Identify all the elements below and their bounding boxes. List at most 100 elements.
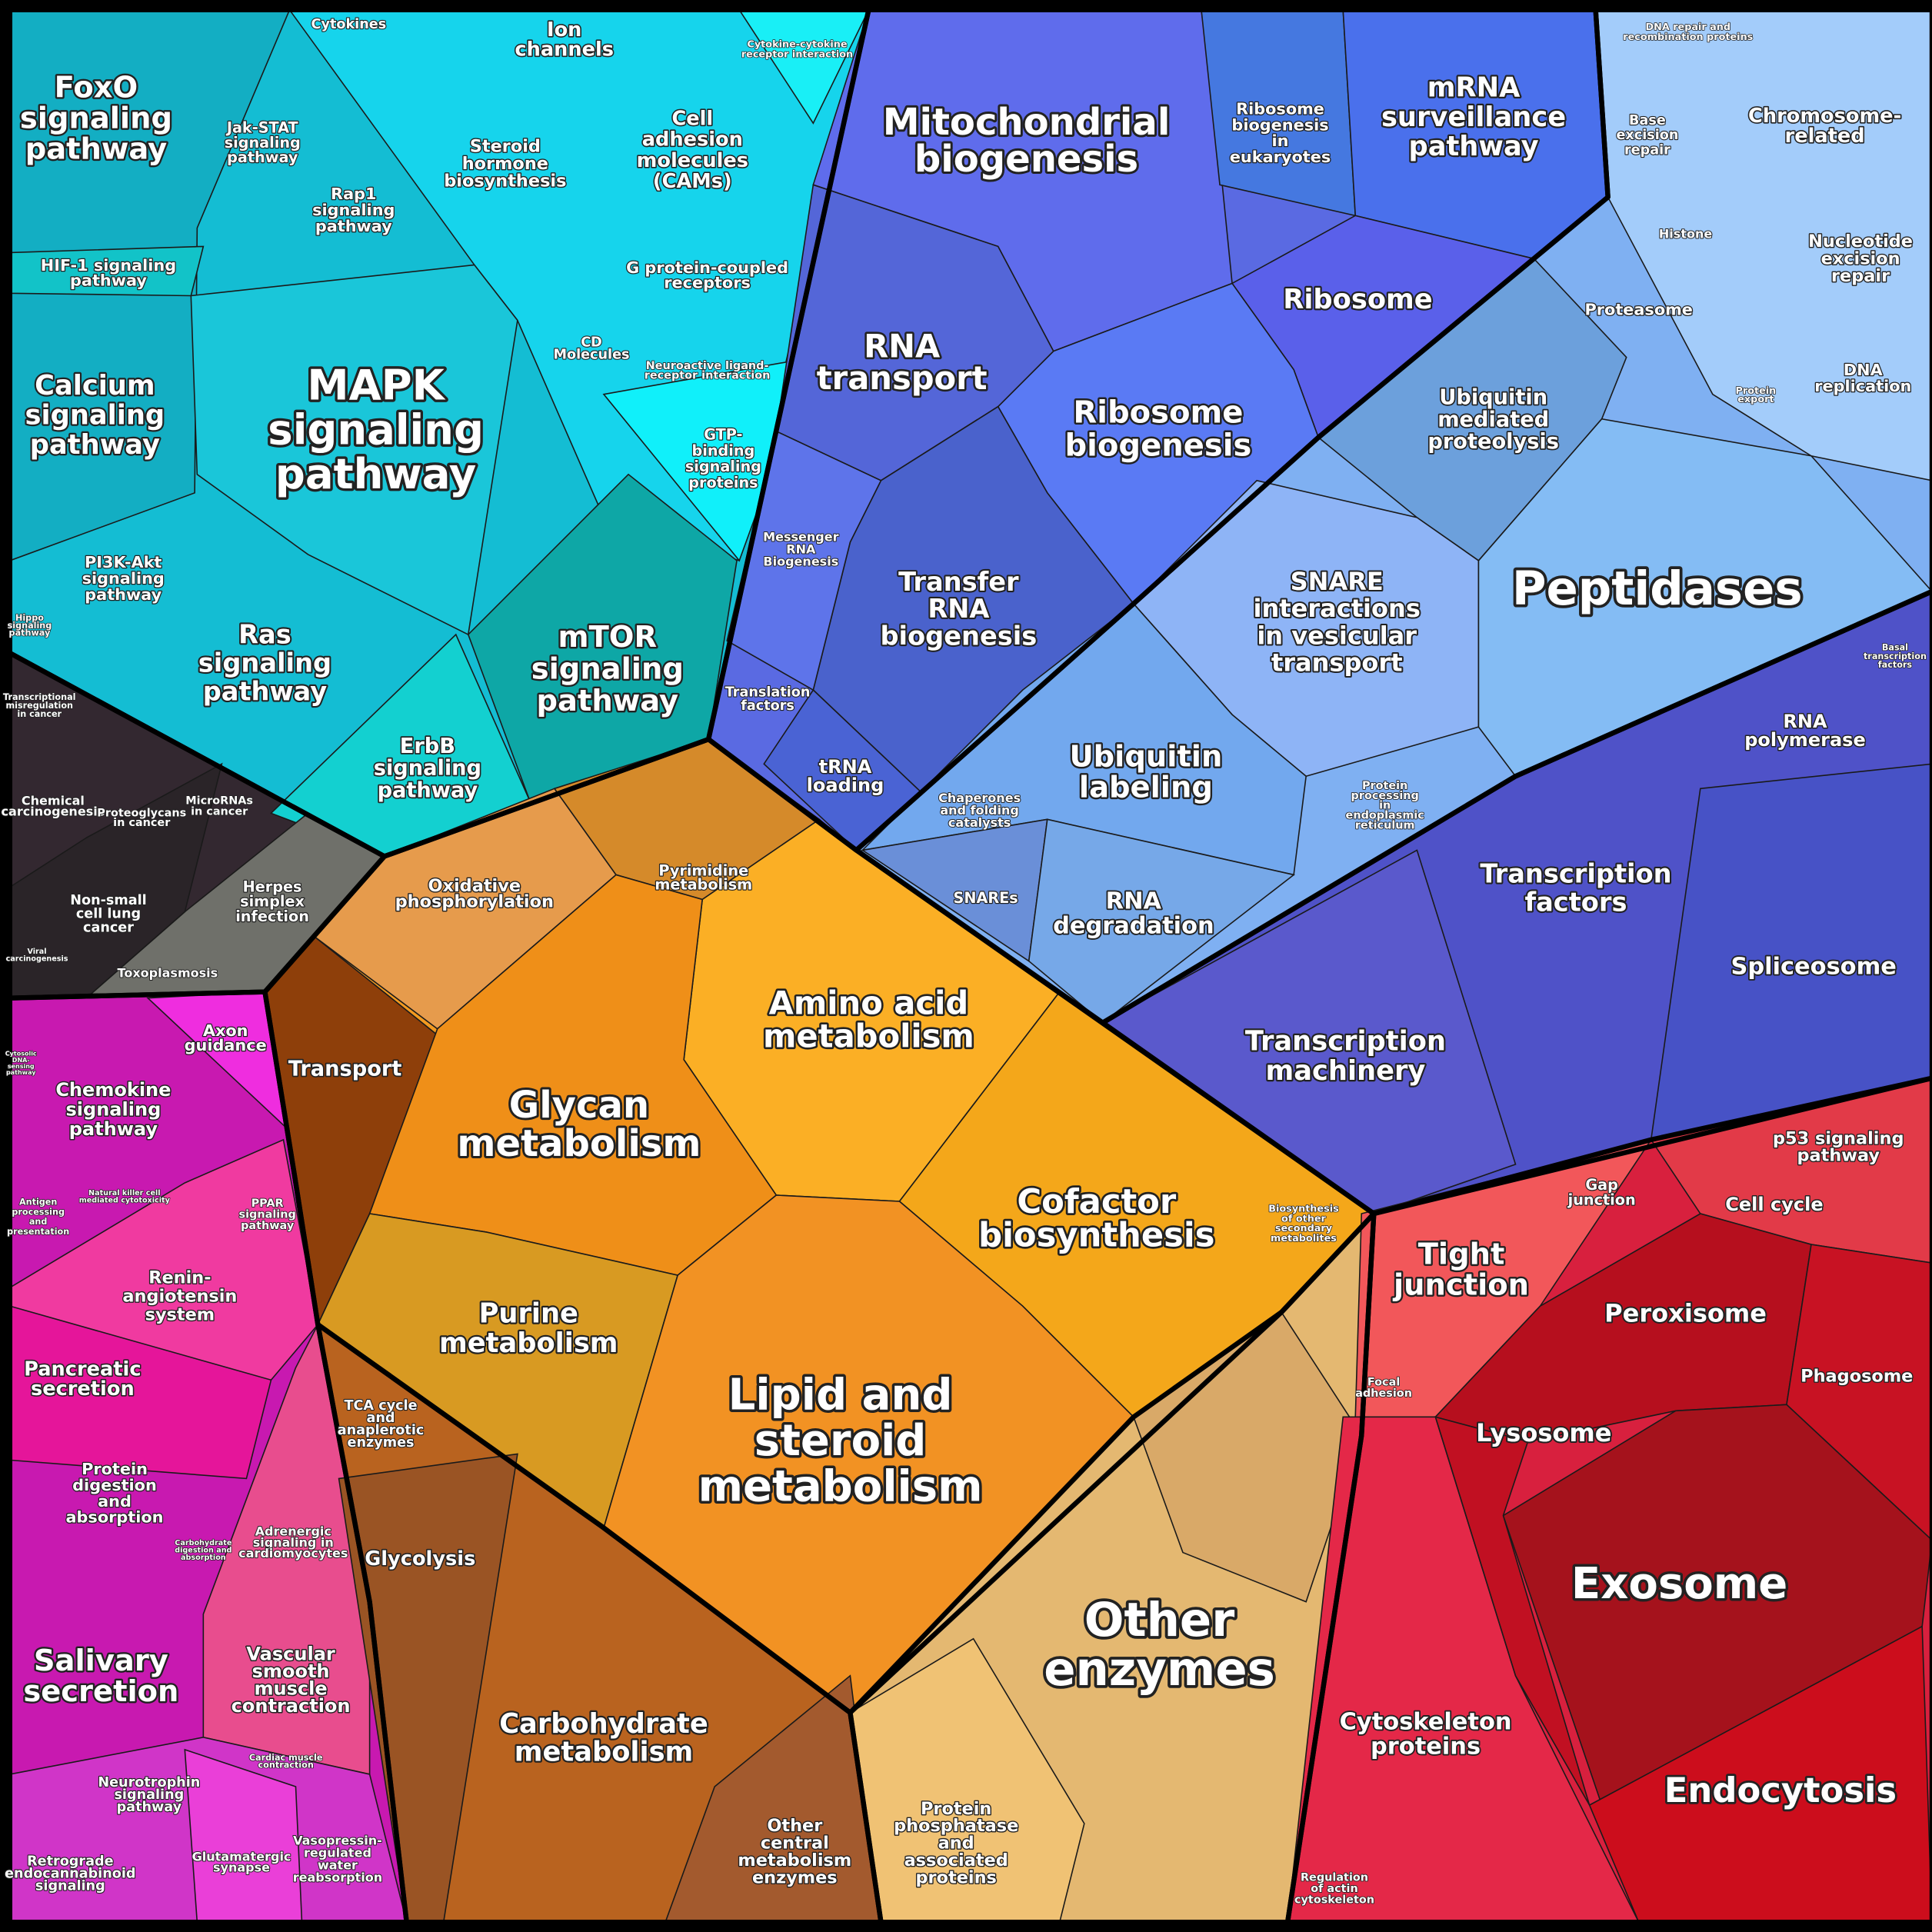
label-line: hormone <box>462 154 548 174</box>
cell-label: Amino acid metabolism <box>763 984 974 1054</box>
label-line: Pyrimidine <box>658 861 748 879</box>
cell-label: Protein phosphatase and associated proteins <box>894 1798 1018 1887</box>
label-line: metabolism <box>457 1122 701 1165</box>
cell-label: Messenger RNA Biogenesis <box>763 529 838 568</box>
cell-label: Non-small cell lung cancer <box>70 893 146 935</box>
label-line: muscle <box>254 1677 327 1699</box>
cell-label: Ribosome biogenesis in eukaryotes <box>1230 100 1331 166</box>
label-line: Oxidative <box>428 875 521 895</box>
label-line: cardiomyocytes <box>238 1546 348 1561</box>
label-line: Messenger <box>763 529 838 544</box>
label-line: RNA <box>928 594 989 624</box>
label-line: Salivary <box>34 1644 168 1678</box>
label-line: mediated cytotoxicity <box>79 1196 171 1204</box>
label-line: factors <box>1524 887 1627 917</box>
label-line: Transcription <box>1480 858 1671 888</box>
cell-label: Proteasome <box>1585 301 1693 319</box>
label-line: biosynthesis <box>444 171 566 191</box>
label-line: contraction <box>232 1695 351 1717</box>
label-line: channels <box>515 38 614 62</box>
label-line: FoxO <box>55 70 138 105</box>
cell-label: Cytoskeleton proteins <box>1340 1708 1512 1760</box>
cell-label: Salivary secretion <box>23 1644 178 1709</box>
label-line: recombination proteins <box>1623 32 1753 43</box>
label-line: junction <box>1567 1191 1636 1208</box>
label-line: absorption <box>181 1554 226 1562</box>
label-line: pathway <box>378 778 478 802</box>
cell-label: Glutamatergic synapse <box>192 1849 291 1874</box>
cell-label: Calcium signaling pathway <box>25 370 165 461</box>
label-line: pathway <box>117 1800 182 1815</box>
label-line: and <box>29 1217 48 1227</box>
cell-label: RNA polymerase <box>1744 711 1866 751</box>
label-line: surveillance <box>1381 102 1566 133</box>
cell-label: Herpes simplex infection <box>235 878 309 924</box>
label-line: Tight <box>1418 1237 1505 1271</box>
label-line: Vascular <box>246 1644 335 1665</box>
label-line: Ras <box>238 619 291 649</box>
label-line: signaling <box>268 405 484 454</box>
label-line: sensing <box>8 1062 35 1069</box>
cell-label: Basal transcription factors <box>1864 643 1927 670</box>
label-line: Carbohydrate <box>175 1539 232 1547</box>
label-line: Gap <box>1585 1176 1618 1194</box>
label-line: Biogenesis <box>763 554 838 568</box>
label-line: Spliceosome <box>1730 953 1896 980</box>
label-line: receptors <box>664 273 751 291</box>
label-line: Jak-STAT <box>225 118 298 136</box>
cell-label: ErbB signaling pathway <box>374 734 481 802</box>
label-line: Molecules <box>553 347 629 362</box>
label-line: PI3K-Akt <box>85 553 162 571</box>
label-line: processing <box>1351 790 1419 802</box>
cell <box>726 430 882 691</box>
label-line: pathway <box>30 429 160 461</box>
cell-label: Transport <box>288 1057 402 1081</box>
label-line: Base <box>1629 113 1666 128</box>
label-line: adhesion <box>642 128 743 152</box>
label-line: pathway <box>85 585 162 604</box>
label-line: MicroRNAs <box>185 794 253 807</box>
cell-label: Axon guidance <box>185 1021 267 1054</box>
cell-label: Base excision repair <box>1616 113 1678 158</box>
label-line: metabolism <box>515 1737 694 1768</box>
label-line: central <box>761 1833 829 1853</box>
label-line: proteins <box>1371 1733 1481 1760</box>
label-line: pathway <box>315 217 392 235</box>
label-line: pathway <box>1408 131 1538 162</box>
label-line: pathway <box>70 271 147 289</box>
label-line: phosphorylation <box>395 891 554 911</box>
label-line: synapse <box>213 1860 270 1874</box>
label-line: in cancer <box>17 709 62 719</box>
label-line: metabolism <box>655 875 752 893</box>
label-line: ErbB <box>400 734 455 758</box>
cell-label: Lysosome <box>1476 1418 1611 1447</box>
label-line: pathway <box>1797 1145 1880 1165</box>
cell-label: Transfer RNA biogenesis <box>880 566 1037 650</box>
label-line: proteins <box>688 474 758 491</box>
label-line: eukaryotes <box>1230 148 1331 166</box>
cell-label: Adrenergic signaling in cardiomyocytes <box>238 1524 348 1561</box>
cell-label: Carbohydrate digestion and absorption <box>175 1539 232 1562</box>
cell-label: Peptidases <box>1512 561 1803 616</box>
label-line: molecules <box>637 149 748 172</box>
cell-label: G protein-coupled receptors <box>626 258 788 291</box>
label-line: mediated <box>1437 408 1549 431</box>
cell-label: Viral carcinogenesis <box>6 948 68 964</box>
label-line: MAPK <box>307 361 445 410</box>
label-line: Transfer <box>898 566 1019 596</box>
cell-label: Cell cycle <box>1725 1194 1823 1215</box>
label-line: labeling <box>1079 770 1213 804</box>
cell-label: Exosome <box>1571 1558 1787 1608</box>
label-line: of other <box>1281 1213 1327 1224</box>
label-line: pathway <box>25 132 168 166</box>
label-line: Mitochondrial <box>883 101 1171 144</box>
label-line: transport <box>1271 648 1403 678</box>
label-line: processing <box>12 1207 65 1217</box>
label-line: Renin- <box>148 1267 211 1287</box>
group-border <box>854 7 1932 1025</box>
label-line: Neuroactive ligand- <box>646 360 769 372</box>
label-line: RNA <box>786 541 816 556</box>
cell-label: Natural killer cell mediated cytotoxicity <box>79 1189 171 1205</box>
cell-label: Chemokine signaling pathway <box>55 1079 171 1140</box>
label-line: Antigen <box>19 1198 57 1208</box>
